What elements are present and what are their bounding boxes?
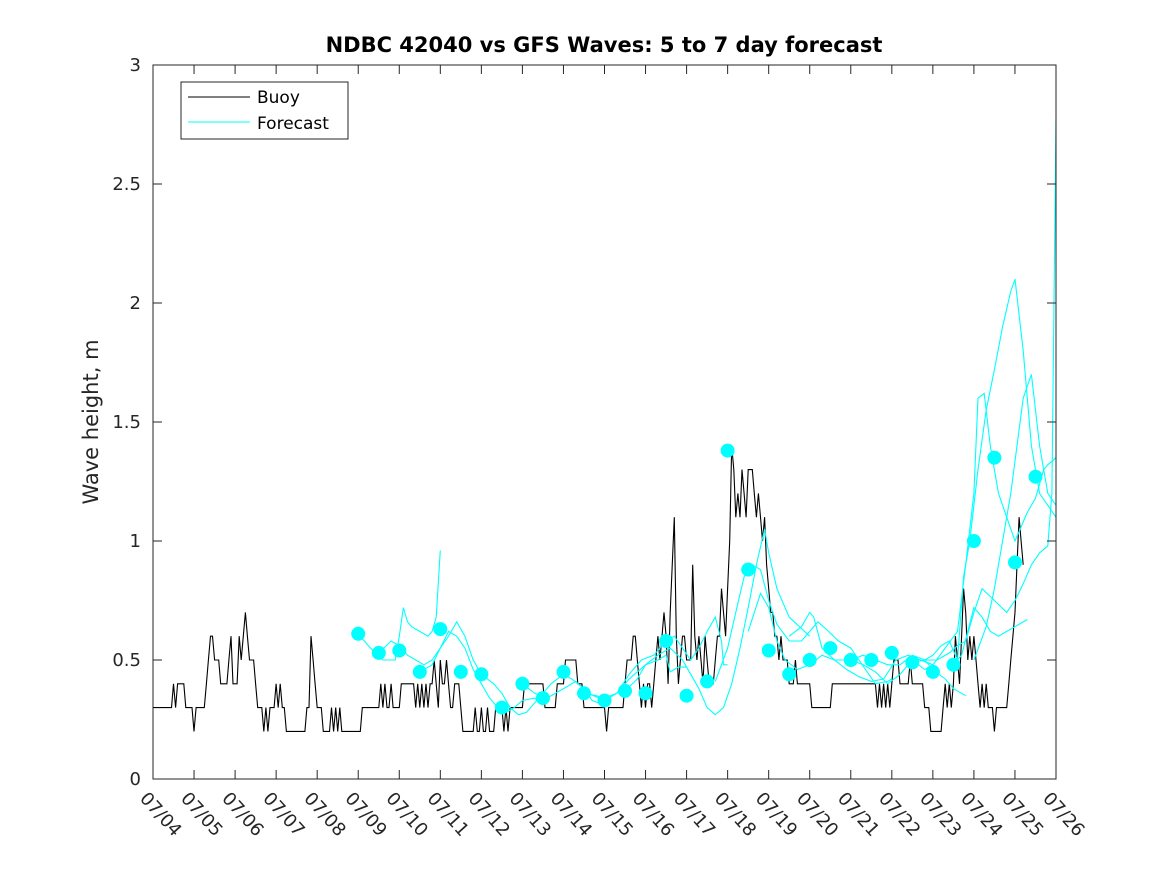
forecast-series-line-9	[788, 611, 966, 697]
y-tick-label-0: 0	[130, 769, 141, 790]
forecast-marker-22	[802, 653, 817, 667]
forecast-marker-20	[761, 643, 776, 658]
x-tick-label-11: 07/15	[587, 788, 637, 841]
series-layer	[153, 117, 1057, 732]
forecast-marker-1	[371, 645, 386, 660]
forecast-marker-32	[1008, 555, 1022, 570]
forecast-marker-6	[474, 667, 489, 682]
legend-box	[180, 81, 349, 140]
buoy-series-line	[153, 445, 1024, 732]
y-tick-label-1: 0.5	[112, 650, 141, 671]
forecast-marker-13	[618, 683, 632, 698]
x-tick-label-16: 07/20	[792, 788, 842, 841]
forecast-marker-24	[843, 653, 858, 667]
x-tick-label-17: 07/21	[833, 788, 883, 841]
forecast-marker-28	[925, 664, 940, 679]
forecast-series-line-2	[419, 630, 544, 714]
forecast-marker-16	[679, 688, 694, 703]
x-tick-label-0: 07/04	[135, 788, 185, 841]
forecast-marker-2	[392, 643, 407, 658]
forecast-marker-18	[720, 443, 735, 458]
forecast-marker-26	[884, 645, 899, 660]
forecast-marker-23	[823, 641, 838, 656]
x-tick-label-15: 07/19	[751, 788, 801, 841]
forecast-marker-29	[946, 657, 961, 672]
forecast-marker-25	[864, 653, 879, 667]
x-tick-label-7: 07/11	[423, 788, 473, 841]
forecast-series-line-6	[624, 528, 811, 716]
legend: Buoy Forecast	[180, 81, 349, 140]
x-tick-label-19: 07/23	[915, 788, 965, 841]
y-tick-label-2: 1	[130, 531, 141, 552]
chart-title: NDBC 42040 vs GFS Waves: 5 to 7 day fore…	[326, 33, 883, 57]
forecast-marker-0	[351, 626, 366, 641]
forecast-series-line-5	[583, 615, 728, 699]
x-tick-label-5: 07/09	[341, 788, 391, 841]
forecast-marker-33	[1028, 469, 1043, 484]
forecast-series-line-13	[952, 606, 1028, 666]
forecast-marker-7	[494, 700, 509, 715]
forecast-marker-31	[987, 450, 1002, 465]
y-tick-label-6: 3	[130, 55, 141, 76]
forecast-marker-19	[741, 562, 756, 577]
forecast-marker-8	[515, 676, 530, 691]
forecast-marker-9	[535, 691, 550, 706]
x-tick-label-21: 07/25	[997, 788, 1047, 841]
forecast-marker-15	[659, 634, 674, 648]
x-tick-label-2: 07/06	[217, 788, 267, 841]
legend-label-buoy: Buoy	[257, 88, 300, 108]
forecast-series-line-0	[357, 550, 441, 661]
x-tick-label-22: 07/26	[1038, 788, 1088, 841]
y-tick-label-4: 2	[130, 293, 141, 314]
x-tick-label-18: 07/22	[874, 788, 924, 841]
forecast-marker-5	[453, 664, 468, 679]
forecast-marker-10	[556, 664, 571, 679]
x-tick-label-14: 07/18	[710, 788, 760, 841]
forecast-marker-3	[412, 664, 427, 679]
forecast-marker-30	[966, 534, 981, 548]
forecast-series-line-12	[924, 117, 1057, 661]
forecast-marker-12	[597, 693, 612, 708]
y-tick-label-3: 1.5	[112, 412, 141, 433]
x-tick-label-10: 07/14	[546, 788, 596, 841]
y-axis-label: Wave height, m	[79, 339, 103, 504]
x-tick-label-9: 07/13	[505, 788, 555, 841]
y-tick-label-5: 2.5	[112, 174, 141, 195]
forecast-series-line-10	[850, 392, 1057, 685]
forecast-marker-17	[700, 674, 715, 689]
x-tick-label-13: 07/17	[669, 788, 719, 841]
forecast-series-line-14	[973, 374, 1057, 661]
x-tick-label-4: 07/08	[299, 788, 349, 841]
x-tick-label-8: 07/12	[464, 788, 514, 841]
forecast-marker-27	[905, 655, 920, 670]
forecast-marker-14	[638, 686, 653, 701]
forecast-marker-21	[782, 667, 797, 682]
forecast-marker-4	[433, 622, 448, 637]
forecast-marker-11	[577, 686, 591, 701]
x-tick-label-12: 07/16	[628, 788, 678, 841]
plot-area	[153, 65, 1056, 779]
x-tick-label-3: 07/07	[258, 788, 308, 841]
legend-label-forecast: Forecast	[257, 114, 329, 134]
forecast-series-line-11	[912, 279, 1057, 663]
x-tick-label-20: 07/24	[956, 788, 1006, 841]
x-tick-label-6: 07/10	[382, 788, 432, 841]
x-tick-label-1: 07/05	[176, 788, 226, 841]
